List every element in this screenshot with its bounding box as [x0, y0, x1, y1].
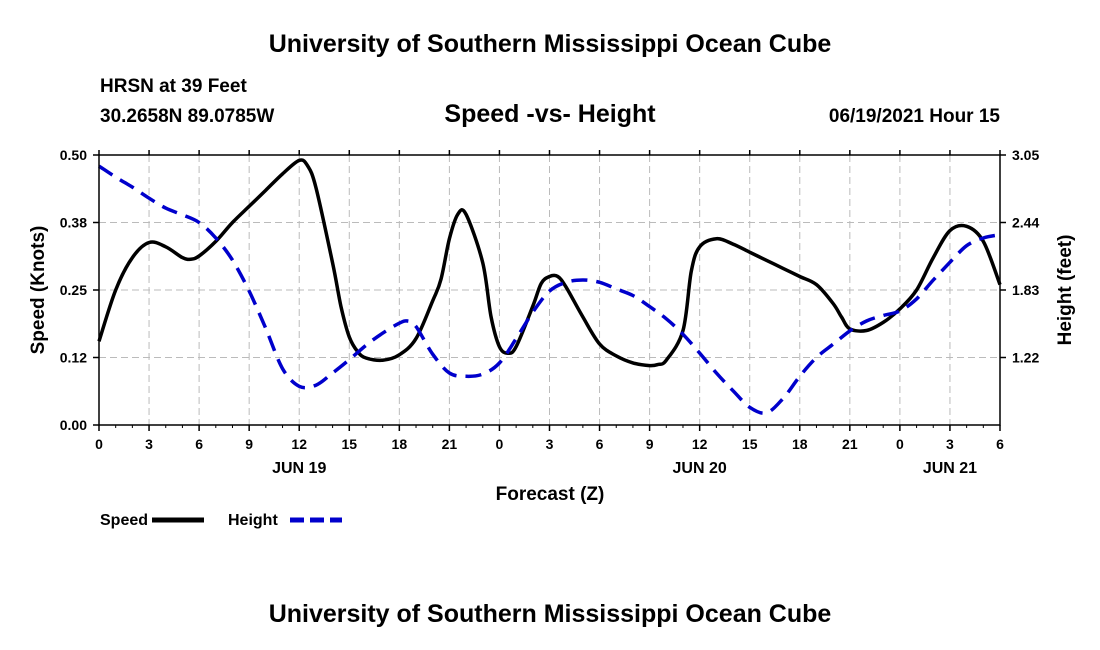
x-axis-label: Forecast (Z) — [496, 484, 605, 505]
x-tick-label: 12 — [291, 436, 307, 452]
legend-label-speed: Speed — [100, 512, 148, 529]
chart-title-top: University of Southern Mississippi Ocean… — [268, 30, 832, 58]
x-tick-label: 3 — [546, 436, 554, 452]
y2-tick-label: 1.83 — [1012, 282, 1039, 298]
x-tick-label: 21 — [842, 436, 858, 452]
axes: 0 3 6 9 12 15 18 21 0 3 6 9 12 15 18 21 0 3 6 JUN 19 JUN 20 J… — [60, 147, 1040, 477]
x-tick-label: 18 — [792, 436, 808, 452]
y2-tick-label: 2.44 — [1012, 215, 1039, 231]
x-tick-label: 9 — [245, 436, 253, 452]
legend-label-height: Height — [228, 512, 278, 529]
y-axis-label: Speed (Knots) — [28, 226, 49, 355]
x-tick-label: 18 — [392, 436, 408, 452]
series-height-line — [98, 164, 1001, 415]
y-tick-label: 0.25 — [60, 282, 87, 298]
x-tick-label: 12 — [692, 436, 708, 452]
y-tick-label: 0.38 — [60, 215, 87, 231]
x-tick-label: 0 — [896, 436, 904, 452]
grid-lines — [99, 155, 1000, 425]
y-tick-label: 0.12 — [60, 350, 87, 366]
x-tick-label: 6 — [996, 436, 1004, 452]
y2-tick-label: 1.22 — [1012, 350, 1039, 366]
x-tick-label: 0 — [95, 436, 103, 452]
station-label: HRSN at 39 Feet — [100, 76, 247, 97]
x-tick-label: 15 — [742, 436, 758, 452]
chart-title-bottom: University of Southern Mississippi Ocean… — [268, 600, 832, 628]
x-tick-label: 3 — [946, 436, 954, 452]
y2-tick-label: 3.05 — [1012, 147, 1039, 163]
x-tick-label: 3 — [145, 436, 153, 452]
date-label: JUN 19 — [272, 460, 326, 477]
chart-subtitle: Speed -vs- Height — [444, 100, 656, 128]
date-label: JUN 20 — [673, 460, 727, 477]
legend: Speed Height — [100, 512, 342, 529]
x-tick-label: 6 — [195, 436, 203, 452]
y-tick-label: 0.50 — [60, 147, 87, 163]
series-layer — [97, 158, 1002, 415]
y2-axis-label: Height (feet) — [1055, 235, 1076, 346]
x-tick-label: 6 — [596, 436, 604, 452]
x-tick-label: 9 — [646, 436, 654, 452]
y-tick-label: 0.00 — [60, 417, 87, 433]
x-tick-label: 21 — [442, 436, 458, 452]
x-tick-label: 15 — [341, 436, 357, 452]
forecast-datetime: 06/19/2021 Hour 15 — [828, 106, 1000, 127]
x-tick-label: 0 — [496, 436, 504, 452]
coordinates-label: 30.2658N 89.0785W — [100, 106, 275, 127]
date-label: JUN 21 — [923, 460, 977, 477]
